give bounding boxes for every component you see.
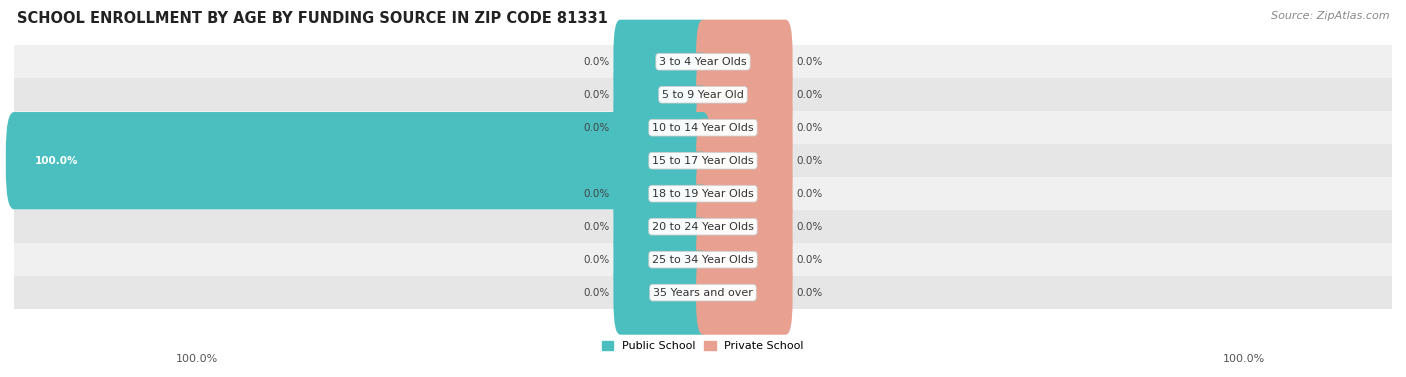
- Bar: [14, 111, 1392, 144]
- FancyBboxPatch shape: [696, 53, 793, 137]
- Text: 0.0%: 0.0%: [583, 123, 610, 133]
- Text: 25 to 34 Year Olds: 25 to 34 Year Olds: [652, 254, 754, 265]
- Text: 3 to 4 Year Olds: 3 to 4 Year Olds: [659, 57, 747, 67]
- Text: 0.0%: 0.0%: [583, 57, 610, 67]
- FancyBboxPatch shape: [696, 119, 793, 203]
- Text: 10 to 14 Year Olds: 10 to 14 Year Olds: [652, 123, 754, 133]
- Bar: [14, 177, 1392, 210]
- Text: Source: ZipAtlas.com: Source: ZipAtlas.com: [1271, 11, 1389, 21]
- Text: 0.0%: 0.0%: [796, 123, 823, 133]
- FancyBboxPatch shape: [613, 53, 710, 137]
- Legend: Public School, Private School: Public School, Private School: [602, 341, 804, 351]
- FancyBboxPatch shape: [696, 218, 793, 302]
- Bar: [14, 144, 1392, 177]
- FancyBboxPatch shape: [613, 20, 710, 104]
- Bar: [14, 243, 1392, 276]
- Text: 0.0%: 0.0%: [796, 90, 823, 100]
- Text: 5 to 9 Year Old: 5 to 9 Year Old: [662, 90, 744, 100]
- Text: 0.0%: 0.0%: [583, 188, 610, 199]
- Text: 15 to 17 Year Olds: 15 to 17 Year Olds: [652, 156, 754, 166]
- FancyBboxPatch shape: [613, 251, 710, 335]
- Bar: [14, 78, 1392, 111]
- Text: 18 to 19 Year Olds: 18 to 19 Year Olds: [652, 188, 754, 199]
- Bar: [14, 45, 1392, 78]
- FancyBboxPatch shape: [613, 152, 710, 236]
- FancyBboxPatch shape: [613, 86, 710, 170]
- Bar: [14, 276, 1392, 309]
- Text: 0.0%: 0.0%: [583, 254, 610, 265]
- FancyBboxPatch shape: [696, 20, 793, 104]
- Text: 20 to 24 Year Olds: 20 to 24 Year Olds: [652, 222, 754, 232]
- FancyBboxPatch shape: [696, 251, 793, 335]
- Text: 0.0%: 0.0%: [583, 90, 610, 100]
- FancyBboxPatch shape: [696, 86, 793, 170]
- Text: 0.0%: 0.0%: [796, 57, 823, 67]
- Text: SCHOOL ENROLLMENT BY AGE BY FUNDING SOURCE IN ZIP CODE 81331: SCHOOL ENROLLMENT BY AGE BY FUNDING SOUR…: [17, 11, 607, 26]
- Text: 0.0%: 0.0%: [796, 288, 823, 298]
- Text: 100.0%: 100.0%: [176, 354, 218, 365]
- Bar: [14, 210, 1392, 243]
- Text: 100.0%: 100.0%: [1223, 354, 1265, 365]
- Text: 0.0%: 0.0%: [583, 288, 610, 298]
- Text: 0.0%: 0.0%: [796, 222, 823, 232]
- Text: 0.0%: 0.0%: [796, 156, 823, 166]
- Text: 0.0%: 0.0%: [796, 254, 823, 265]
- Text: 0.0%: 0.0%: [583, 222, 610, 232]
- FancyBboxPatch shape: [613, 218, 710, 302]
- FancyBboxPatch shape: [613, 185, 710, 269]
- FancyBboxPatch shape: [6, 112, 711, 209]
- FancyBboxPatch shape: [696, 185, 793, 269]
- Text: 35 Years and over: 35 Years and over: [652, 288, 754, 298]
- FancyBboxPatch shape: [696, 152, 793, 236]
- Text: 100.0%: 100.0%: [35, 156, 79, 166]
- Text: 0.0%: 0.0%: [796, 188, 823, 199]
